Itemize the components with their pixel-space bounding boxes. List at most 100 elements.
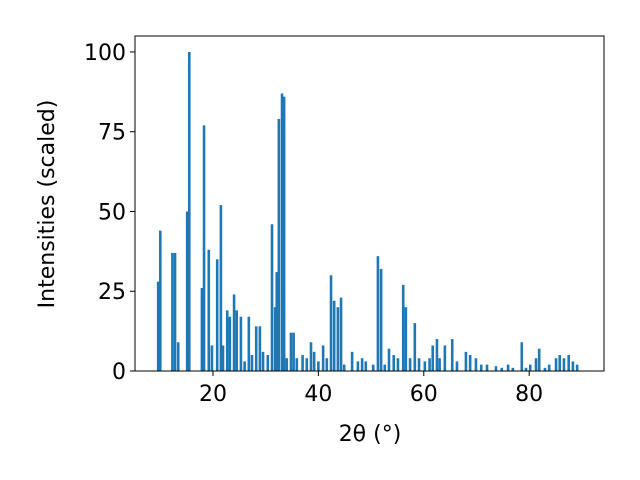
x-tick-label: 40 xyxy=(304,382,332,407)
bar xyxy=(554,358,558,371)
bar xyxy=(479,364,483,371)
bar xyxy=(392,355,396,371)
bar xyxy=(289,332,293,371)
bar xyxy=(506,364,510,371)
bar xyxy=(305,358,309,371)
x-tick-label: 60 xyxy=(410,382,438,407)
bar xyxy=(547,364,551,371)
bar xyxy=(254,326,258,371)
bar xyxy=(247,316,251,371)
bar xyxy=(520,342,524,371)
y-tick-label: 25 xyxy=(98,280,126,305)
bar xyxy=(464,351,468,371)
bar xyxy=(474,358,478,371)
bar xyxy=(356,361,360,371)
bar xyxy=(219,205,223,371)
bar xyxy=(383,364,387,371)
y-tick-label: 0 xyxy=(112,360,126,385)
bar xyxy=(280,93,284,371)
x-axis-label: 2θ (°) xyxy=(339,422,402,447)
bar xyxy=(221,345,225,371)
bar xyxy=(455,361,459,371)
bar xyxy=(200,288,204,371)
bar xyxy=(185,211,189,371)
bar xyxy=(423,361,427,371)
bar xyxy=(156,281,160,371)
bar xyxy=(435,339,439,371)
bar xyxy=(292,332,295,371)
bar xyxy=(158,230,162,371)
bar xyxy=(562,358,566,371)
bar xyxy=(528,364,532,371)
bar xyxy=(215,259,219,371)
bar xyxy=(428,358,431,371)
bar xyxy=(413,323,417,371)
bar xyxy=(317,361,320,371)
bar xyxy=(468,355,472,371)
bar xyxy=(309,342,313,371)
bar xyxy=(500,367,504,371)
bar xyxy=(258,326,262,371)
bar xyxy=(176,342,180,371)
bar xyxy=(376,256,380,371)
bar xyxy=(232,294,236,371)
bar xyxy=(537,348,541,371)
bar xyxy=(558,355,562,371)
y-axis-label: Intensities (scaled) xyxy=(35,100,60,309)
bar xyxy=(336,307,340,371)
bar xyxy=(312,351,316,371)
bar xyxy=(171,252,174,371)
bar xyxy=(396,358,400,371)
bar xyxy=(408,358,412,371)
bar xyxy=(567,355,570,371)
bar xyxy=(350,351,354,371)
bar xyxy=(282,96,286,371)
bar xyxy=(329,275,333,371)
bar xyxy=(494,366,498,371)
bar xyxy=(339,297,343,371)
bar xyxy=(261,351,265,371)
bar xyxy=(243,361,246,371)
bar xyxy=(450,339,454,371)
bar xyxy=(575,364,579,371)
bar xyxy=(228,316,232,371)
bar xyxy=(401,284,405,371)
bar xyxy=(275,272,279,371)
bar xyxy=(417,358,421,371)
plot-frame xyxy=(134,35,605,372)
bar xyxy=(239,316,243,371)
bar xyxy=(295,358,299,371)
bar xyxy=(379,268,383,371)
bar xyxy=(202,125,206,371)
bar xyxy=(277,118,281,371)
bar xyxy=(266,355,270,371)
bar xyxy=(543,367,547,371)
bar xyxy=(235,310,239,371)
bar xyxy=(225,310,229,371)
bar xyxy=(360,358,364,371)
bar xyxy=(371,364,375,371)
bar xyxy=(364,361,368,371)
bar xyxy=(187,51,191,371)
bar xyxy=(438,358,441,371)
bar xyxy=(273,307,277,371)
bar xyxy=(404,307,408,371)
y-tick-label: 100 xyxy=(84,41,126,66)
x-tick-label: 80 xyxy=(515,382,543,407)
bar xyxy=(285,358,289,371)
bar xyxy=(534,358,538,371)
bar xyxy=(524,367,528,371)
bar xyxy=(387,348,391,371)
y-tick-label: 50 xyxy=(98,200,126,225)
bar xyxy=(342,364,346,371)
bar xyxy=(332,300,336,371)
bar xyxy=(571,361,575,371)
x-tick-label: 20 xyxy=(199,382,227,407)
bar xyxy=(511,367,515,371)
bar xyxy=(325,358,329,371)
y-tick-label: 75 xyxy=(98,121,126,146)
bar xyxy=(485,364,489,371)
bar xyxy=(250,355,254,371)
bar xyxy=(443,345,447,371)
